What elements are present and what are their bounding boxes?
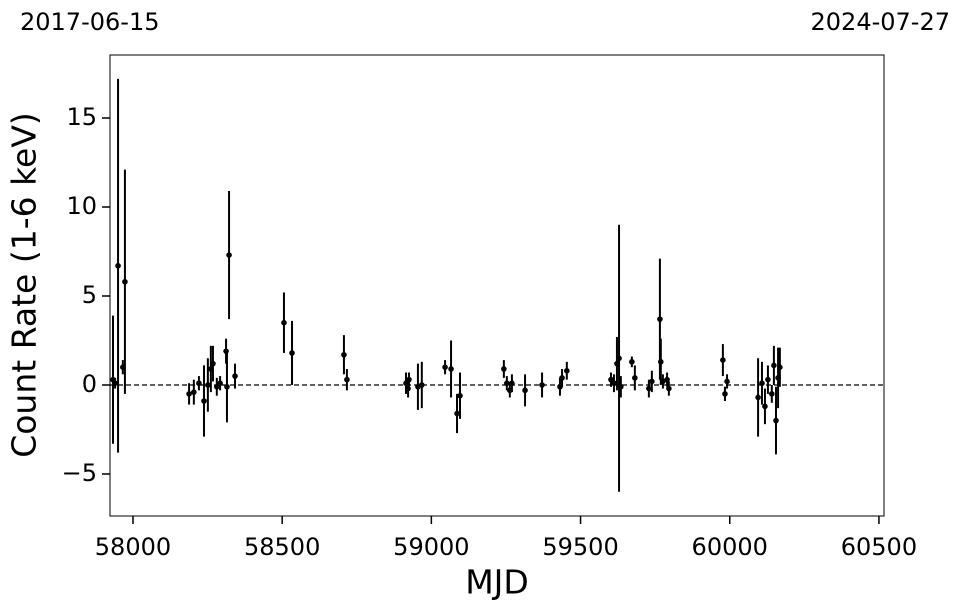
data-point — [504, 380, 510, 387]
data-point — [614, 360, 620, 367]
data-point — [564, 367, 570, 374]
y-tick-label: 5 — [82, 281, 97, 309]
data-point — [214, 383, 220, 390]
data-point — [722, 391, 728, 397]
data-point — [765, 376, 771, 383]
data-point — [509, 380, 515, 387]
data-point — [201, 398, 207, 404]
y-tick-label: −5 — [62, 459, 97, 487]
data-point — [658, 359, 664, 365]
data-point — [522, 387, 528, 394]
data-point — [226, 252, 232, 258]
data-point — [632, 375, 638, 381]
x-tick-label: 58000 — [95, 533, 171, 561]
data-point — [616, 355, 622, 362]
data-point — [507, 387, 513, 394]
x-tick-label: 60500 — [841, 533, 917, 561]
x-tick-label: 59500 — [542, 533, 618, 561]
data-point — [112, 380, 118, 387]
data-point — [217, 380, 223, 387]
data-point — [232, 373, 238, 379]
data-point — [773, 417, 779, 424]
end-date: 2024-07-27 — [811, 8, 950, 36]
x-tick-label: 58500 — [244, 533, 320, 561]
data-point — [646, 385, 652, 392]
y-axis-label: Count Rate (1-6 keV) — [5, 112, 44, 458]
data-point — [448, 366, 454, 372]
data-point — [759, 380, 765, 387]
data-point — [191, 389, 197, 395]
data-point — [649, 378, 655, 385]
data-point — [344, 376, 350, 383]
y-tick-label: 15 — [66, 103, 97, 131]
data-point — [120, 364, 126, 370]
plot-frame — [109, 54, 885, 517]
data-point — [210, 360, 216, 367]
x-tick-label: 59000 — [393, 533, 469, 561]
data-point — [559, 375, 565, 381]
data-point — [405, 385, 411, 392]
data-point — [289, 350, 295, 356]
data-point — [539, 382, 545, 388]
data-point — [664, 376, 670, 383]
data-point — [454, 410, 460, 417]
data-point — [281, 319, 287, 326]
data-point — [205, 382, 211, 388]
data-point — [186, 391, 192, 397]
data-point — [629, 359, 635, 365]
data-point — [406, 376, 412, 383]
data-point — [115, 262, 121, 269]
data-point — [442, 364, 448, 370]
data-point — [657, 316, 663, 322]
data-point — [660, 378, 666, 385]
data-point — [777, 364, 783, 370]
data-point — [223, 348, 229, 354]
x-axis-label: MJD — [465, 563, 529, 602]
data-point — [762, 403, 768, 410]
data-point — [771, 362, 777, 369]
data-point — [457, 392, 463, 399]
start-date: 2017-06-15 — [20, 8, 159, 36]
data-point — [208, 366, 214, 372]
y-tick-label: 10 — [66, 192, 97, 220]
data-point — [769, 391, 775, 397]
data-point — [618, 383, 624, 390]
data-point — [122, 278, 128, 285]
x-tick-label: 60000 — [692, 533, 768, 561]
data-point — [341, 351, 347, 358]
data-point — [196, 380, 202, 387]
data-point — [720, 357, 726, 363]
data-point — [501, 366, 507, 372]
data-point — [611, 380, 617, 387]
data-point — [557, 383, 563, 390]
data-point — [666, 385, 672, 392]
data-point — [724, 378, 730, 385]
data-point — [224, 383, 230, 390]
data-point — [755, 394, 761, 401]
y-tick-label: 0 — [82, 370, 97, 398]
data-point — [419, 382, 425, 388]
data-point — [775, 375, 781, 381]
